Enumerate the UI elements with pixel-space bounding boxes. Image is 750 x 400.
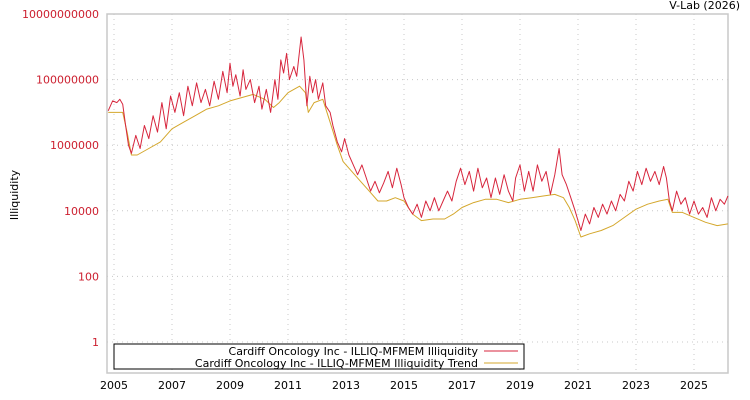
legend-label-trend: Cardiff Oncology Inc - ILLIQ-MFMEM Illiq… [195,357,478,370]
x-tick-label: 2019 [506,379,534,392]
y-tick-label: 1000000 [50,139,99,152]
grid-lines [107,13,728,373]
x-tick-label: 2023 [622,379,650,392]
x-tick-label: 2017 [448,379,476,392]
x-tick-label: 2025 [680,379,708,392]
x-tick-label: 2011 [274,379,302,392]
illiquidity-line [107,36,729,231]
y-tick-label: 1 [92,336,99,349]
y-tick-label: 10000000000 [22,8,99,21]
y-tick-label: 100000000 [36,74,99,87]
legend-box [113,343,525,370]
x-tick-label: 2005 [100,379,128,392]
x-tick-label: 2007 [158,379,186,392]
x-tick-label: 2021 [564,379,592,392]
x-tick-label: 2015 [390,379,418,392]
x-tick-label: 2013 [332,379,360,392]
trend-line [108,85,728,238]
credit-label: V-Lab (2026) [669,0,740,12]
legend-label-illiquidity: Cardiff Oncology Inc - ILLIQ-MFMEM Illiq… [229,345,479,358]
data-series [107,36,729,238]
y-tick-label: 10000 [64,205,99,218]
x-axis-ticks: 2005 2007 2009 2011 2013 2015 2017 2019 2021 2023… [100,379,708,392]
y-axis-ticks: 10000000000 100000000 1000000 10000 100 1 [22,8,99,349]
x-tick-label: 2009 [216,379,244,392]
y-tick-label: 100 [78,270,99,283]
y-axis-label: Illiquidity [8,169,21,220]
legend: Cardiff Oncology Inc - ILLIQ-MFMEM Illiq… [113,343,525,370]
plot-frame [106,13,729,374]
